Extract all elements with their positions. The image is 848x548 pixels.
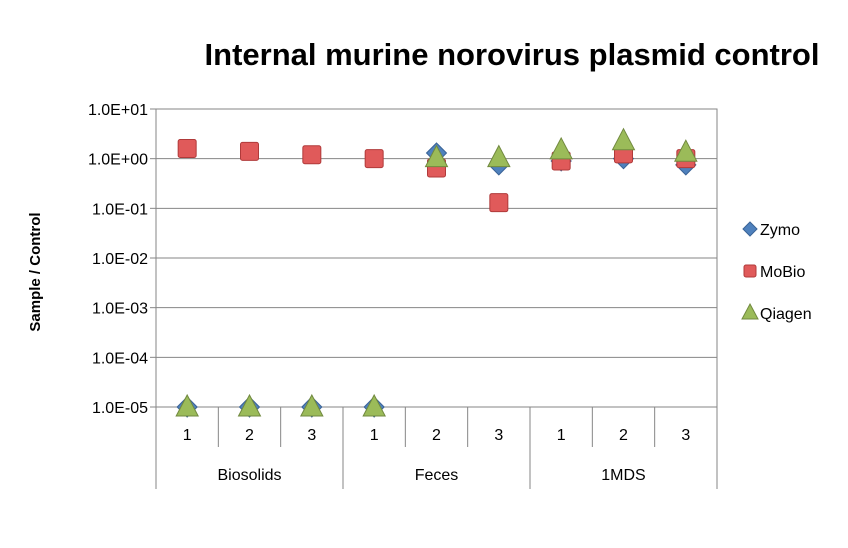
y-tick-label: 1.0E-01 bbox=[92, 201, 148, 218]
legend-mobio-marker bbox=[743, 264, 757, 278]
mobio-point bbox=[177, 139, 197, 159]
y-tick-label: 1.0E+00 bbox=[88, 152, 148, 169]
y-tick-label: 1.0E-05 bbox=[92, 400, 148, 417]
x-axis: 1 2 3 1 2 3 1 2 3 Biosolids Feces 1MDS bbox=[155, 407, 718, 489]
qiagen-point bbox=[487, 144, 511, 168]
x-tick-label: 1 bbox=[557, 427, 566, 444]
qiagen-point bbox=[237, 393, 262, 417]
y-tick-label: 1.0E+01 bbox=[88, 102, 148, 119]
qiagen-point bbox=[362, 393, 386, 417]
y-axis-label: Sample / Control bbox=[27, 212, 44, 331]
qiagen-point bbox=[175, 393, 199, 417]
x-tick-label: 3 bbox=[494, 427, 503, 444]
x-tick-label: 1 bbox=[370, 427, 379, 444]
legend-qiagen-marker bbox=[741, 302, 759, 320]
x-tick-label: 2 bbox=[432, 427, 441, 444]
x-tick-label: 1 bbox=[183, 427, 192, 444]
mobio-point bbox=[489, 193, 509, 213]
legend-zymo-label: Zymo bbox=[760, 222, 800, 239]
x-tick-label: 3 bbox=[681, 427, 690, 444]
data-marks bbox=[175, 127, 698, 418]
qiagen-point bbox=[611, 127, 636, 151]
x-tick-label: 2 bbox=[245, 427, 254, 444]
group-label: 1MDS bbox=[601, 467, 645, 484]
qiagen-point bbox=[424, 144, 449, 168]
legend-zymo-marker bbox=[742, 221, 758, 237]
y-tick-labels: 1.0E+01 1.0E+00 1.0E-01 1.0E-02 1.0E-03 1.0E-… bbox=[88, 102, 148, 417]
qiagen-point bbox=[549, 136, 573, 160]
x-tick-label: 3 bbox=[307, 427, 316, 444]
mobio-point bbox=[364, 149, 384, 169]
legend-qiagen-label: Qiagen bbox=[760, 306, 812, 323]
group-label: Biosolids bbox=[217, 467, 281, 484]
y-tick-label: 1.0E-04 bbox=[92, 350, 148, 367]
chart-title: Internal murine norovirus plasmid contro… bbox=[205, 37, 820, 72]
mobio-point bbox=[302, 145, 322, 165]
y-tick-label: 1.0E-03 bbox=[92, 301, 148, 318]
qiagen-point bbox=[674, 139, 698, 162]
y-tick-label: 1.0E-02 bbox=[92, 251, 148, 268]
x-tick-label: 2 bbox=[619, 427, 628, 444]
legend: Zymo MoBio Qiagen bbox=[741, 221, 812, 323]
qiagen-point bbox=[300, 393, 324, 417]
mobio-point bbox=[240, 141, 259, 161]
legend-mobio-label: MoBio bbox=[760, 264, 805, 281]
group-label: Feces bbox=[415, 467, 459, 484]
